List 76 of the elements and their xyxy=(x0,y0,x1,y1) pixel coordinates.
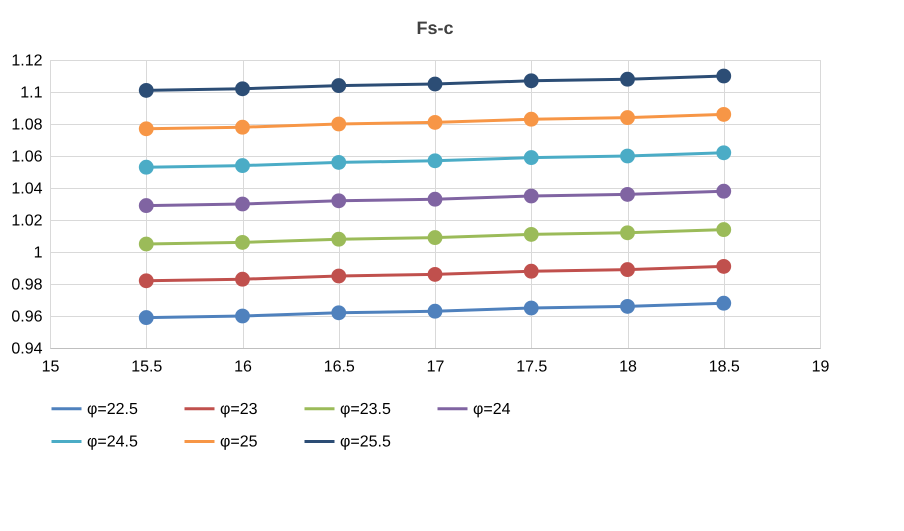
point xyxy=(235,81,250,96)
point xyxy=(620,187,635,202)
y-tick-label: 1.08 xyxy=(11,116,43,134)
point xyxy=(235,196,250,212)
point xyxy=(331,78,346,93)
point xyxy=(235,272,250,287)
point xyxy=(235,308,250,324)
x-tick-label: 17 xyxy=(426,358,444,376)
legend-label: φ=24 xyxy=(473,400,511,418)
point xyxy=(235,235,250,250)
point xyxy=(620,72,635,87)
point xyxy=(331,155,346,170)
point xyxy=(138,160,154,175)
x-tick-label: 16.5 xyxy=(324,358,355,376)
point xyxy=(524,188,539,204)
legend-label: φ=25 xyxy=(220,434,258,450)
point xyxy=(428,304,442,319)
point xyxy=(620,110,635,125)
x-tick-label: 19 xyxy=(812,358,830,376)
point xyxy=(716,222,732,237)
point xyxy=(138,273,154,288)
point xyxy=(235,158,250,173)
point xyxy=(331,232,346,247)
point xyxy=(716,68,732,84)
point xyxy=(331,305,346,320)
point xyxy=(138,121,154,136)
point xyxy=(428,153,442,168)
point xyxy=(331,193,346,208)
point xyxy=(524,73,539,88)
x-tick-label: 18.5 xyxy=(708,358,740,376)
x-tick-label: 18 xyxy=(619,358,637,376)
point xyxy=(428,230,442,245)
legend-label: φ=23 xyxy=(220,400,258,418)
y-tick-label: 1.12 xyxy=(11,52,43,70)
point xyxy=(620,262,635,277)
point xyxy=(428,192,442,207)
point xyxy=(716,184,732,199)
legend-label: φ=25.5 xyxy=(340,434,391,450)
point xyxy=(716,259,732,274)
y-tick-label: 1.02 xyxy=(11,212,43,230)
point xyxy=(428,115,442,130)
point xyxy=(331,268,346,284)
point xyxy=(235,120,250,135)
point xyxy=(716,296,732,311)
x-tick-label: 15.5 xyxy=(131,358,162,376)
point xyxy=(428,267,442,282)
point xyxy=(524,227,539,242)
legend-label: φ=24.5 xyxy=(87,434,138,450)
y-tick-label: 0.98 xyxy=(11,276,43,294)
point xyxy=(620,299,635,314)
point xyxy=(138,198,154,213)
y-tick-label: 1.06 xyxy=(11,148,43,166)
x-tick-label: 17.5 xyxy=(516,358,548,376)
point xyxy=(620,148,635,164)
point xyxy=(138,310,154,325)
x-tick-label: 15 xyxy=(42,358,60,376)
y-tick-label: 1.04 xyxy=(11,180,43,198)
y-tick-label: 1 xyxy=(34,244,43,262)
x-tick-label: 16 xyxy=(234,358,252,376)
point xyxy=(524,264,539,279)
point xyxy=(428,76,442,92)
point xyxy=(524,300,539,316)
point xyxy=(138,236,154,252)
y-tick-label: 1.1 xyxy=(20,84,43,102)
point xyxy=(716,145,732,160)
y-tick-label: 0.96 xyxy=(11,308,43,326)
point xyxy=(524,112,539,127)
point xyxy=(524,150,539,165)
point xyxy=(331,116,346,132)
y-tick-label: 0.94 xyxy=(11,340,43,358)
legend-label: φ=22.5 xyxy=(87,400,138,418)
point xyxy=(716,107,732,122)
chart-title: Fs-c xyxy=(416,18,454,38)
point xyxy=(138,83,154,98)
point xyxy=(620,225,635,240)
legend-label: φ=23.5 xyxy=(340,400,391,418)
